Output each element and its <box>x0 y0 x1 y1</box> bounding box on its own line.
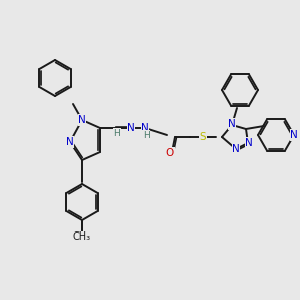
Text: H: H <box>142 130 149 140</box>
Text: N: N <box>232 144 240 154</box>
Text: CH₃: CH₃ <box>73 231 91 241</box>
Text: N: N <box>245 138 253 148</box>
Text: N: N <box>290 130 298 140</box>
Text: S: S <box>200 132 206 142</box>
Text: N: N <box>228 119 236 129</box>
Text: O: O <box>166 148 174 158</box>
Text: CH₃: CH₃ <box>73 232 91 242</box>
Text: N: N <box>127 123 135 133</box>
Text: N: N <box>141 123 149 133</box>
Text: H: H <box>114 128 120 137</box>
Text: N: N <box>66 137 74 147</box>
Text: N: N <box>78 115 86 125</box>
